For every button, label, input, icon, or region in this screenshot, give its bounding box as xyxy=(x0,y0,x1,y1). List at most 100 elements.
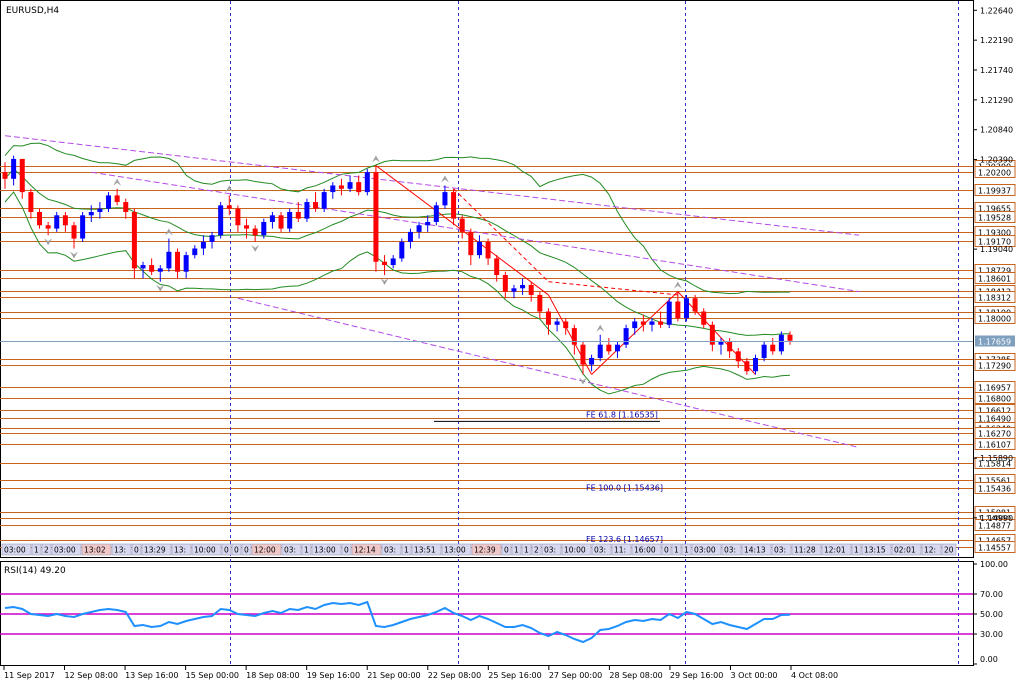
time-marker-box xyxy=(1,543,32,556)
time-marker-box xyxy=(231,543,242,556)
candle-body xyxy=(114,195,120,203)
candle-body xyxy=(200,241,206,249)
candle-body xyxy=(2,172,8,179)
time-marker-box xyxy=(541,543,562,556)
time-axis[interactable]: 11 Sep 2017 12 Sep 08:00 13 Sep 16:00 15 Se… xyxy=(3,666,838,680)
time-marker-box xyxy=(631,543,662,556)
time-tick-label: 15 Sep 00:00 xyxy=(186,671,239,680)
time-tick-label: 18 Sep 08:00 xyxy=(246,671,299,680)
candle-body xyxy=(278,215,284,229)
time-marker-label: 12:39 xyxy=(474,546,496,555)
price-level-label: 1.14557 xyxy=(978,544,1011,553)
candle-body xyxy=(218,205,224,236)
channel-line xyxy=(91,171,860,293)
channel-line xyxy=(237,297,860,449)
candle-body xyxy=(494,258,500,276)
time-marker-box xyxy=(691,543,722,556)
price-tick-label: 1.20390 xyxy=(980,156,1013,165)
candle-body xyxy=(675,301,681,319)
candle-body xyxy=(304,202,310,219)
candle-body xyxy=(727,341,733,352)
time-marker-box xyxy=(441,543,472,556)
time-marker-box xyxy=(381,543,402,556)
time-marker-label: 13:00 xyxy=(444,546,466,555)
candle-body xyxy=(597,344,603,358)
fractal-down-icon xyxy=(156,284,165,292)
time-marker-box xyxy=(921,543,942,556)
time-marker-label: 0 xyxy=(344,546,349,555)
zigzag-dashed-segment xyxy=(453,188,549,283)
price-level-label: 1.18601 xyxy=(978,275,1011,284)
time-marker-label: 2 xyxy=(44,546,49,555)
time-marker-box xyxy=(51,543,82,556)
time-marker-box xyxy=(661,543,672,556)
candle-body xyxy=(468,231,474,256)
fibo-label: FE 123.6 [1.14657] xyxy=(586,535,663,544)
candle-body xyxy=(580,344,586,365)
time-marker-box xyxy=(41,543,52,556)
price-level-tag xyxy=(974,519,1016,531)
rsi-indicator xyxy=(0,593,973,644)
time-marker-label: 12:14 xyxy=(354,546,376,555)
time-marker-box xyxy=(521,543,532,556)
candle-body xyxy=(735,351,741,362)
time-marker-label: 03:00 xyxy=(4,546,26,555)
candle-body xyxy=(390,258,396,266)
price-tick-label: 1.14990 xyxy=(980,514,1013,523)
horizontal-price-levels xyxy=(0,166,973,548)
time-marker-label: 03:00 xyxy=(54,546,76,555)
price-level-label: 1.16490 xyxy=(978,415,1011,424)
time-tick-label: 11 Sep 2017 xyxy=(4,671,55,680)
time-marker-box xyxy=(351,543,382,556)
time-tick-label: 28 Sep 08:00 xyxy=(609,671,662,680)
time-marker-box xyxy=(681,543,692,556)
time-marker-label: 1 xyxy=(684,546,689,555)
time-marker-label: 0 xyxy=(244,546,249,555)
time-marker-label: 0 xyxy=(504,546,509,555)
candle-body xyxy=(778,334,784,352)
price-level-tag xyxy=(974,359,1016,371)
price-level-label: 1.18729 xyxy=(978,267,1011,276)
candle-body xyxy=(356,182,362,193)
price-tick-label: 1.15890 xyxy=(980,454,1013,463)
time-marker-label: 03: xyxy=(774,546,786,555)
rsi-tick-label: 0.00 xyxy=(980,655,998,664)
price-level-label: 1.19937 xyxy=(978,187,1011,196)
time-marker-box xyxy=(771,543,792,556)
rsi-tick-label: 30.00 xyxy=(980,630,1003,639)
time-marker-label: 14:13 xyxy=(744,546,766,555)
price-level-label: 1.18312 xyxy=(978,294,1011,303)
zigzag-segment xyxy=(677,291,756,375)
time-marker-label: 12: xyxy=(924,546,936,555)
fractal-down-icon xyxy=(380,278,389,286)
candle-body xyxy=(313,202,319,209)
time-tick-label: 12 Sep 08:00 xyxy=(65,671,118,680)
candle-body xyxy=(399,241,405,259)
candle-body xyxy=(149,265,155,272)
time-marker-box xyxy=(671,543,682,556)
candle-body xyxy=(54,215,60,229)
fibo-label: FE 61.8 [1.16535] xyxy=(586,410,658,419)
time-marker-box xyxy=(311,543,342,556)
time-marker-box xyxy=(401,543,412,556)
time-marker-box xyxy=(591,543,612,556)
candle-body xyxy=(649,321,655,325)
price-axis[interactable]: 1.203001.202001.199371.196551.195281.193… xyxy=(973,6,1016,553)
time-marker-box xyxy=(941,543,957,556)
candle-body xyxy=(140,265,146,269)
time-marker-label: 02:01 xyxy=(894,546,916,555)
candle-body xyxy=(623,328,629,345)
price-tick-label: 1.22640 xyxy=(980,6,1013,15)
time-marker-box xyxy=(741,543,772,556)
day-separator-lines xyxy=(230,1,959,665)
time-marker-box xyxy=(511,543,522,556)
time-tick-label: 3 Oct 00:00 xyxy=(730,671,777,680)
event-time-markers: 03:00 1 2 03:00 13:02 13: 0 13:29 13: 10:00 0 0 0 12:… xyxy=(1,543,957,556)
candle-body xyxy=(666,301,672,325)
time-marker-label: 1 xyxy=(674,546,679,555)
price-level-tag xyxy=(974,457,1016,469)
candle-body xyxy=(787,334,793,341)
price-tick-label: 1.21290 xyxy=(980,96,1013,105)
time-marker-box xyxy=(111,543,132,556)
time-marker-box xyxy=(241,543,252,556)
